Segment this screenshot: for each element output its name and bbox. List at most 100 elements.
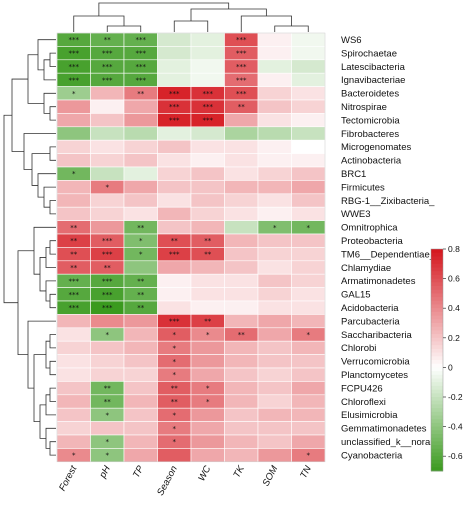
heatmap-cell <box>190 139 225 154</box>
heatmap-cell <box>291 206 326 221</box>
heatmap-cell <box>291 421 326 436</box>
heatmap-cell <box>291 126 326 141</box>
significance-mark: * <box>273 224 277 232</box>
significance-mark: *** <box>169 318 180 326</box>
significance-mark: ** <box>137 90 145 98</box>
row-label: RBG-1__Zixibacteria_ <box>341 196 435 207</box>
heatmap-cell <box>56 99 91 114</box>
heatmap-cell <box>157 287 192 302</box>
significance-mark: *** <box>169 117 180 125</box>
significance-mark: * <box>307 452 311 460</box>
heatmap-cell <box>291 407 326 422</box>
significance-mark: *** <box>203 90 214 98</box>
heatmap-cell <box>90 99 125 114</box>
heatmap-cell <box>224 193 259 208</box>
significance-mark: *** <box>69 36 80 44</box>
heatmap-cell <box>56 139 91 154</box>
heatmap-cell <box>224 126 259 141</box>
column-labels: Forest pH TP Season WC TK SOM TN <box>57 463 314 497</box>
heatmap-cell <box>56 381 91 396</box>
significance-mark: *** <box>102 251 113 259</box>
row-label: Gemmatimonadetes <box>341 424 427 435</box>
row-label: Planctomycetes <box>341 370 408 381</box>
heatmap-cell <box>224 139 259 154</box>
significance-mark: * <box>173 331 177 339</box>
significance-mark: *** <box>102 237 113 245</box>
row-label: WWE3 <box>341 209 371 220</box>
heatmap-cell <box>257 287 292 302</box>
heatmap-cell <box>291 287 326 302</box>
heatmap-cell <box>190 166 225 181</box>
significance-mark: ** <box>238 103 246 111</box>
row-labels: WS6 Spirochaetae Latescibacteria Ignavibact… <box>341 35 441 461</box>
significance-mark: * <box>173 411 177 419</box>
heatmap-cell <box>257 46 292 61</box>
column-label: TK <box>231 463 247 479</box>
colorbar-tick-label: 0.4 <box>448 303 460 313</box>
heatmap-cell <box>291 59 326 74</box>
heatmap-cell <box>291 394 326 409</box>
significance-mark: *** <box>236 50 247 58</box>
row-label: Chlorobi <box>341 343 376 354</box>
significance-mark: ** <box>104 398 112 406</box>
significance-mark: ** <box>104 36 112 44</box>
heatmap-cell <box>257 166 292 181</box>
heatmap-cell <box>90 113 125 128</box>
significance-mark: ** <box>137 291 145 299</box>
row-label: Spirochaetae <box>341 48 397 59</box>
heatmap-cell <box>123 340 158 355</box>
heatmap-cell <box>291 86 326 101</box>
row-label: Nitrospirae <box>341 102 387 113</box>
heatmap-cell <box>224 247 259 262</box>
significance-mark: * <box>307 331 311 339</box>
column-label: SOM <box>261 464 281 488</box>
row-label: Tectomicrobia <box>341 115 400 126</box>
heatmap-cell <box>257 247 292 262</box>
heatmap-cell <box>257 381 292 396</box>
significance-mark: *** <box>236 90 247 98</box>
significance-mark: * <box>72 170 76 178</box>
significance-mark: ** <box>70 237 78 245</box>
heatmap-cell <box>291 180 326 195</box>
significance-mark: * <box>173 438 177 446</box>
column-label: Season <box>155 464 180 498</box>
row-label: Cyanobacteria <box>341 450 403 461</box>
heatmap-cell <box>224 434 259 449</box>
heatmap-cell <box>123 381 158 396</box>
heatmap-cell <box>56 113 91 128</box>
heatmap-cell <box>190 354 225 369</box>
heatmap-cell <box>224 381 259 396</box>
significance-mark: * <box>106 331 110 339</box>
colorbar-tick-label: -0.6 <box>448 451 463 461</box>
significance-mark: ** <box>171 398 179 406</box>
heatmap-cell <box>257 72 292 87</box>
heatmap-cell <box>224 300 259 315</box>
heatmap-cell <box>291 354 326 369</box>
colorbar-tick-label: -0.2 <box>448 392 463 402</box>
significance-mark: *** <box>136 50 147 58</box>
heatmap-cell <box>224 273 259 288</box>
heatmap-cell <box>90 220 125 235</box>
heatmap-cell <box>190 46 225 61</box>
heatmap-cell <box>157 126 192 141</box>
heatmap-cell <box>123 153 158 168</box>
row-label: Actinobacteria <box>341 156 402 167</box>
significance-mark: *** <box>102 304 113 312</box>
heatmap-cell <box>157 59 192 74</box>
heatmap-cell <box>257 448 292 463</box>
heatmap-cell <box>291 139 326 154</box>
significance-mark: ** <box>171 237 179 245</box>
heatmap-cell <box>224 153 259 168</box>
heatmap-cell <box>190 193 225 208</box>
heatmap-cell <box>157 46 192 61</box>
heatmap-cell <box>224 407 259 422</box>
heatmap-cell <box>123 434 158 449</box>
significance-mark: * <box>106 452 110 460</box>
heatmap-cell <box>257 354 292 369</box>
significance-mark: ** <box>104 264 112 272</box>
heatmap-cell <box>123 421 158 436</box>
row-label: Microgenomates <box>341 142 411 153</box>
heatmap-cell <box>157 166 192 181</box>
heatmap-cell <box>291 381 326 396</box>
heatmap-cell <box>291 153 326 168</box>
